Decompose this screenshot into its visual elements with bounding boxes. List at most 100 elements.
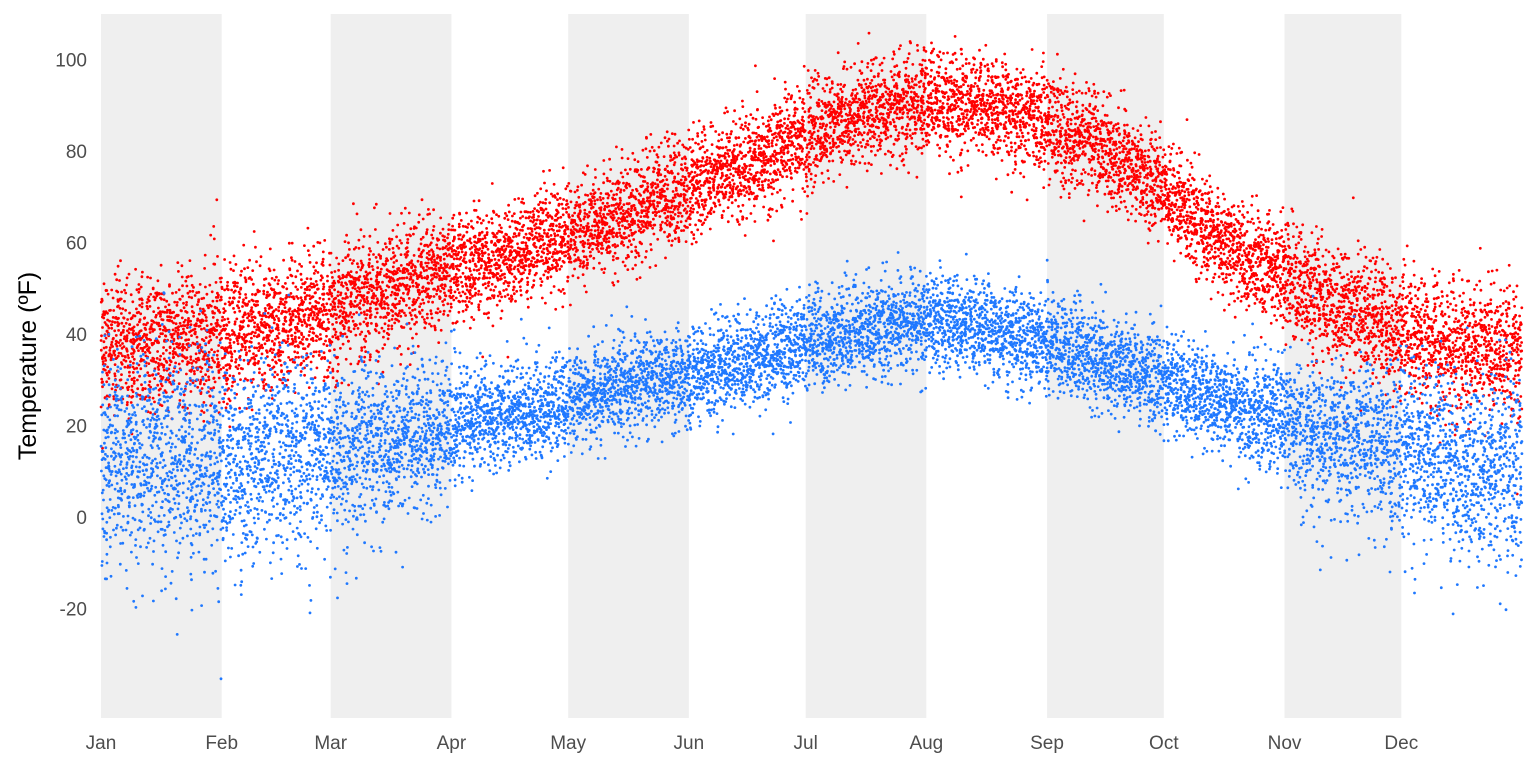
data-point: [695, 187, 699, 191]
data-point: [240, 269, 243, 273]
data-point: [517, 263, 521, 267]
data-point: [701, 213, 704, 217]
data-point: [557, 204, 561, 207]
data-point: [223, 258, 227, 261]
data-point: [586, 222, 590, 225]
data-point: [611, 216, 615, 220]
data-point: [470, 246, 474, 249]
data-point: [164, 329, 168, 333]
data-point: [258, 371, 261, 375]
data-point: [507, 210, 511, 214]
data-point: [467, 222, 470, 226]
data-point: [380, 291, 383, 295]
data-point: [355, 212, 359, 216]
data-point: [145, 333, 149, 337]
data-point: [397, 288, 401, 292]
data-point: [480, 259, 484, 262]
data-point: [364, 281, 368, 285]
data-point: [436, 246, 439, 250]
data-point: [666, 210, 670, 213]
data-point: [461, 224, 465, 228]
data-point: [101, 385, 104, 389]
data-point: [694, 240, 698, 244]
data-point: [453, 290, 457, 294]
data-point: [185, 363, 189, 366]
data-point: [325, 344, 329, 347]
data-point: [130, 340, 134, 344]
data-point: [671, 210, 675, 214]
data-point: [264, 277, 268, 281]
data-point: [185, 303, 188, 307]
data-point: [421, 286, 425, 290]
data-point: [709, 191, 713, 195]
data-point: [687, 137, 691, 141]
data-point: [690, 242, 694, 246]
data-point: [582, 245, 586, 249]
data-point: [665, 164, 669, 168]
data-point: [420, 290, 424, 294]
data-point: [161, 318, 165, 322]
data-point: [555, 229, 559, 233]
data-point: [111, 383, 115, 386]
data-point: [300, 361, 303, 365]
data-point: [439, 277, 442, 280]
data-point: [546, 211, 550, 215]
data-point: [390, 290, 394, 294]
data-point: [127, 272, 131, 276]
data-point: [415, 315, 418, 319]
data-point: [629, 191, 633, 195]
data-point: [320, 310, 324, 313]
data-point: [452, 213, 456, 217]
data-point: [592, 266, 596, 270]
data-point: [143, 397, 147, 401]
data-point: [506, 355, 510, 359]
data-point: [147, 299, 151, 303]
data-point: [617, 207, 621, 211]
data-point: [328, 309, 332, 313]
data-point: [223, 288, 227, 292]
data-point: [343, 317, 347, 321]
data-point: [112, 309, 116, 312]
data-point: [405, 251, 409, 254]
data-point: [361, 295, 364, 299]
data-point: [129, 338, 133, 342]
data-point: [384, 289, 388, 292]
data-point: [247, 314, 251, 318]
data-point: [704, 204, 707, 207]
data-point: [197, 312, 201, 316]
data-point: [510, 272, 514, 276]
data-point: [349, 311, 352, 315]
data-point: [275, 275, 278, 279]
data-point: [389, 257, 393, 261]
data-point: [108, 349, 112, 352]
data-point: [356, 262, 359, 266]
data-point: [236, 281, 239, 285]
data-point: [286, 340, 289, 343]
data-point: [485, 297, 489, 301]
data-point: [592, 192, 596, 196]
data-point: [107, 326, 111, 330]
data-point: [553, 232, 556, 236]
data-point: [470, 252, 474, 256]
data-point: [702, 125, 706, 129]
data-point: [468, 296, 472, 300]
data-point: [578, 210, 582, 214]
data-point: [159, 312, 163, 316]
data-point: [723, 179, 726, 183]
data-point: [275, 326, 279, 330]
data-point: [403, 206, 407, 210]
data-point: [227, 320, 231, 324]
data-point: [530, 259, 533, 263]
data-point: [234, 360, 238, 364]
data-point: [296, 288, 299, 291]
data-point: [399, 353, 403, 356]
data-point: [466, 226, 469, 229]
data-point: [454, 272, 458, 276]
data-point: [115, 356, 119, 360]
data-point: [729, 164, 733, 168]
data-point: [656, 185, 660, 188]
data-point: [463, 246, 466, 249]
data-point: [723, 156, 727, 159]
data-point: [306, 249, 310, 253]
data-point: [212, 386, 216, 390]
